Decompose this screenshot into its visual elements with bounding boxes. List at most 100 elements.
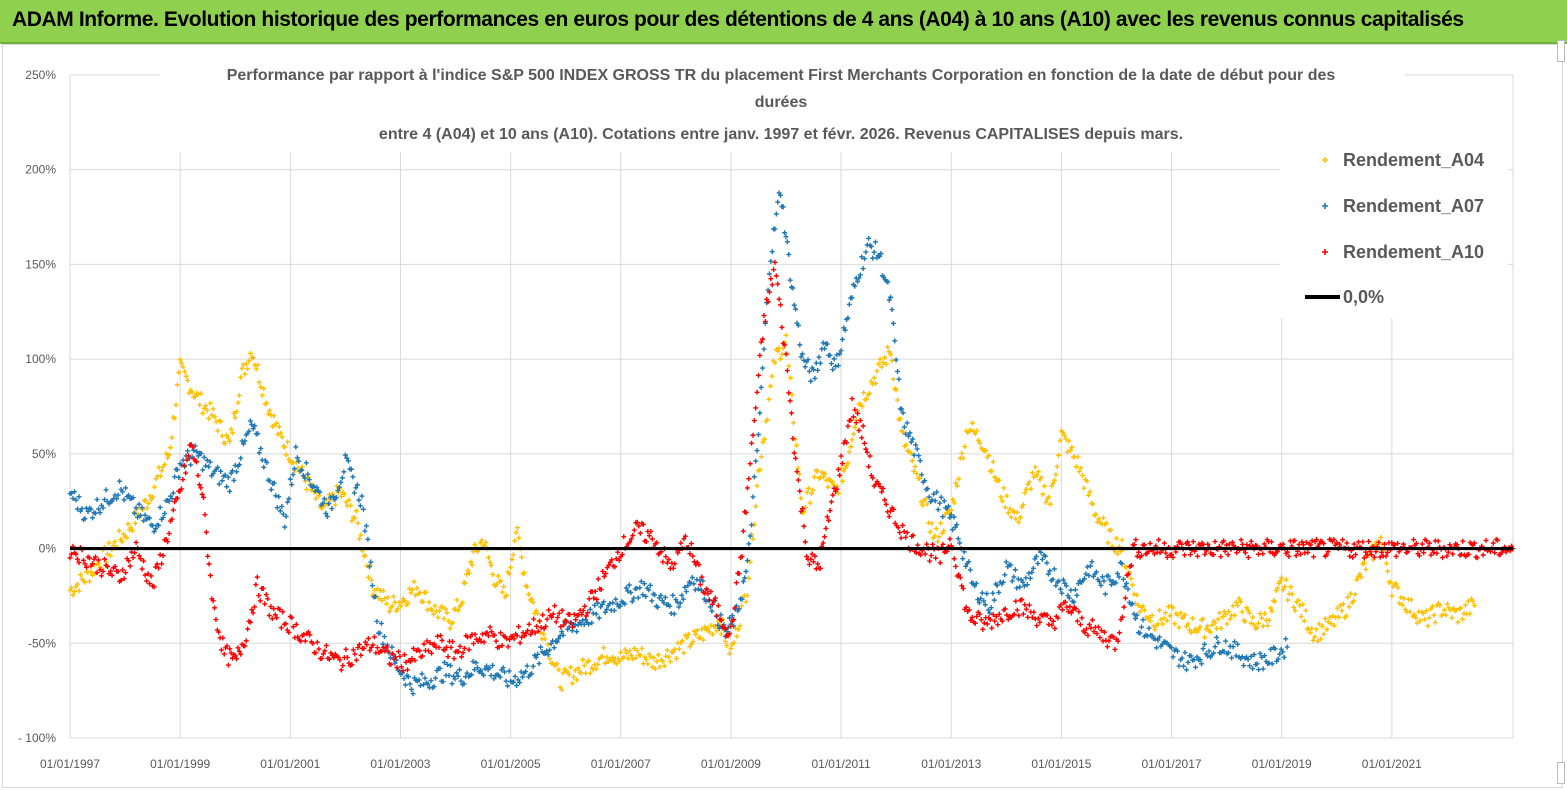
data-point xyxy=(654,540,660,546)
data-point xyxy=(1051,477,1057,483)
data-point xyxy=(76,494,82,500)
data-point xyxy=(917,475,923,481)
data-point xyxy=(947,536,953,542)
data-point xyxy=(985,607,991,613)
data-point xyxy=(1225,552,1231,558)
data-point xyxy=(355,520,361,526)
data-point xyxy=(271,606,277,612)
data-point xyxy=(1411,612,1417,618)
data-point xyxy=(206,416,212,422)
data-point xyxy=(859,403,865,409)
data-point xyxy=(1275,656,1281,662)
data-point xyxy=(1251,652,1257,658)
data-point xyxy=(459,654,465,660)
data-point xyxy=(1035,615,1041,621)
data-point xyxy=(800,506,806,512)
data-point xyxy=(1190,615,1196,621)
data-point xyxy=(953,480,959,486)
data-point xyxy=(1364,552,1370,558)
data-point xyxy=(1187,552,1193,558)
data-point xyxy=(555,614,561,620)
data-point xyxy=(1182,552,1188,558)
data-point xyxy=(806,485,812,491)
data-point xyxy=(663,653,669,659)
data-point xyxy=(180,364,186,370)
data-point xyxy=(1221,649,1227,655)
resize-handle-top-right[interactable] xyxy=(1557,40,1565,62)
data-point xyxy=(273,493,279,499)
data-point xyxy=(75,556,81,562)
data-point xyxy=(658,592,664,598)
data-point xyxy=(487,624,493,630)
data-point xyxy=(631,595,637,601)
data-point xyxy=(1015,576,1021,582)
data-point xyxy=(99,573,105,579)
data-point xyxy=(753,503,759,509)
data-point xyxy=(130,495,136,501)
data-point xyxy=(1467,611,1473,617)
data-point xyxy=(812,474,818,480)
legend[interactable]: Rendement_A04 Rendement_A07 Rendement_A10 0… xyxy=(1280,140,1508,318)
data-point xyxy=(1003,559,1009,565)
data-point xyxy=(454,597,460,603)
data-point xyxy=(509,556,515,562)
data-point xyxy=(565,669,571,675)
data-point xyxy=(631,645,637,651)
data-point xyxy=(322,648,328,654)
data-point xyxy=(790,285,796,291)
data-point xyxy=(232,462,238,468)
data-point xyxy=(1324,626,1330,632)
legend-item[interactable]: Rendement_A04 xyxy=(1322,150,1484,170)
data-point xyxy=(195,453,201,459)
data-point xyxy=(1095,624,1101,630)
data-point xyxy=(1202,551,1208,557)
x-tick-label: 01/01/1997 xyxy=(40,757,100,771)
data-point xyxy=(645,661,651,667)
data-point xyxy=(855,279,861,285)
data-point xyxy=(293,621,299,627)
legend-item[interactable]: Rendement_A07 xyxy=(1322,196,1484,216)
data-point xyxy=(551,645,557,651)
data-point xyxy=(769,282,775,288)
data-point xyxy=(82,561,88,567)
data-point xyxy=(381,634,387,640)
legend-item[interactable]: Rendement_A10 xyxy=(1322,242,1484,262)
data-point xyxy=(528,631,534,637)
legend-item[interactable]: 0,0% xyxy=(1305,287,1384,307)
data-point xyxy=(159,468,165,474)
data-point xyxy=(330,493,336,499)
data-point xyxy=(1049,483,1055,489)
data-point xyxy=(746,541,752,547)
data-point xyxy=(1327,614,1333,620)
data-point xyxy=(249,422,255,428)
data-point xyxy=(972,431,978,437)
data-point xyxy=(210,406,216,412)
data-point xyxy=(151,529,157,535)
data-point xyxy=(1296,542,1302,548)
data-point xyxy=(1120,576,1126,582)
data-point xyxy=(87,555,93,561)
data-point xyxy=(977,611,983,617)
data-point xyxy=(904,530,910,536)
data-point xyxy=(798,508,804,514)
data-point xyxy=(1138,624,1144,630)
data-point xyxy=(877,253,883,259)
data-point xyxy=(376,595,382,601)
data-point xyxy=(1113,580,1119,586)
data-point xyxy=(1422,616,1428,622)
data-point xyxy=(646,533,652,539)
data-point xyxy=(805,357,811,363)
data-point xyxy=(1140,603,1146,609)
data-point xyxy=(822,471,828,477)
data-point xyxy=(761,346,767,352)
data-point xyxy=(314,639,320,645)
data-point xyxy=(639,645,645,651)
resize-handle-bottom-right[interactable] xyxy=(1557,762,1565,784)
data-point xyxy=(845,423,851,429)
data-point xyxy=(136,501,142,507)
data-point xyxy=(615,656,621,662)
data-point xyxy=(1170,605,1176,611)
data-point xyxy=(936,534,942,540)
data-point xyxy=(1395,585,1401,591)
